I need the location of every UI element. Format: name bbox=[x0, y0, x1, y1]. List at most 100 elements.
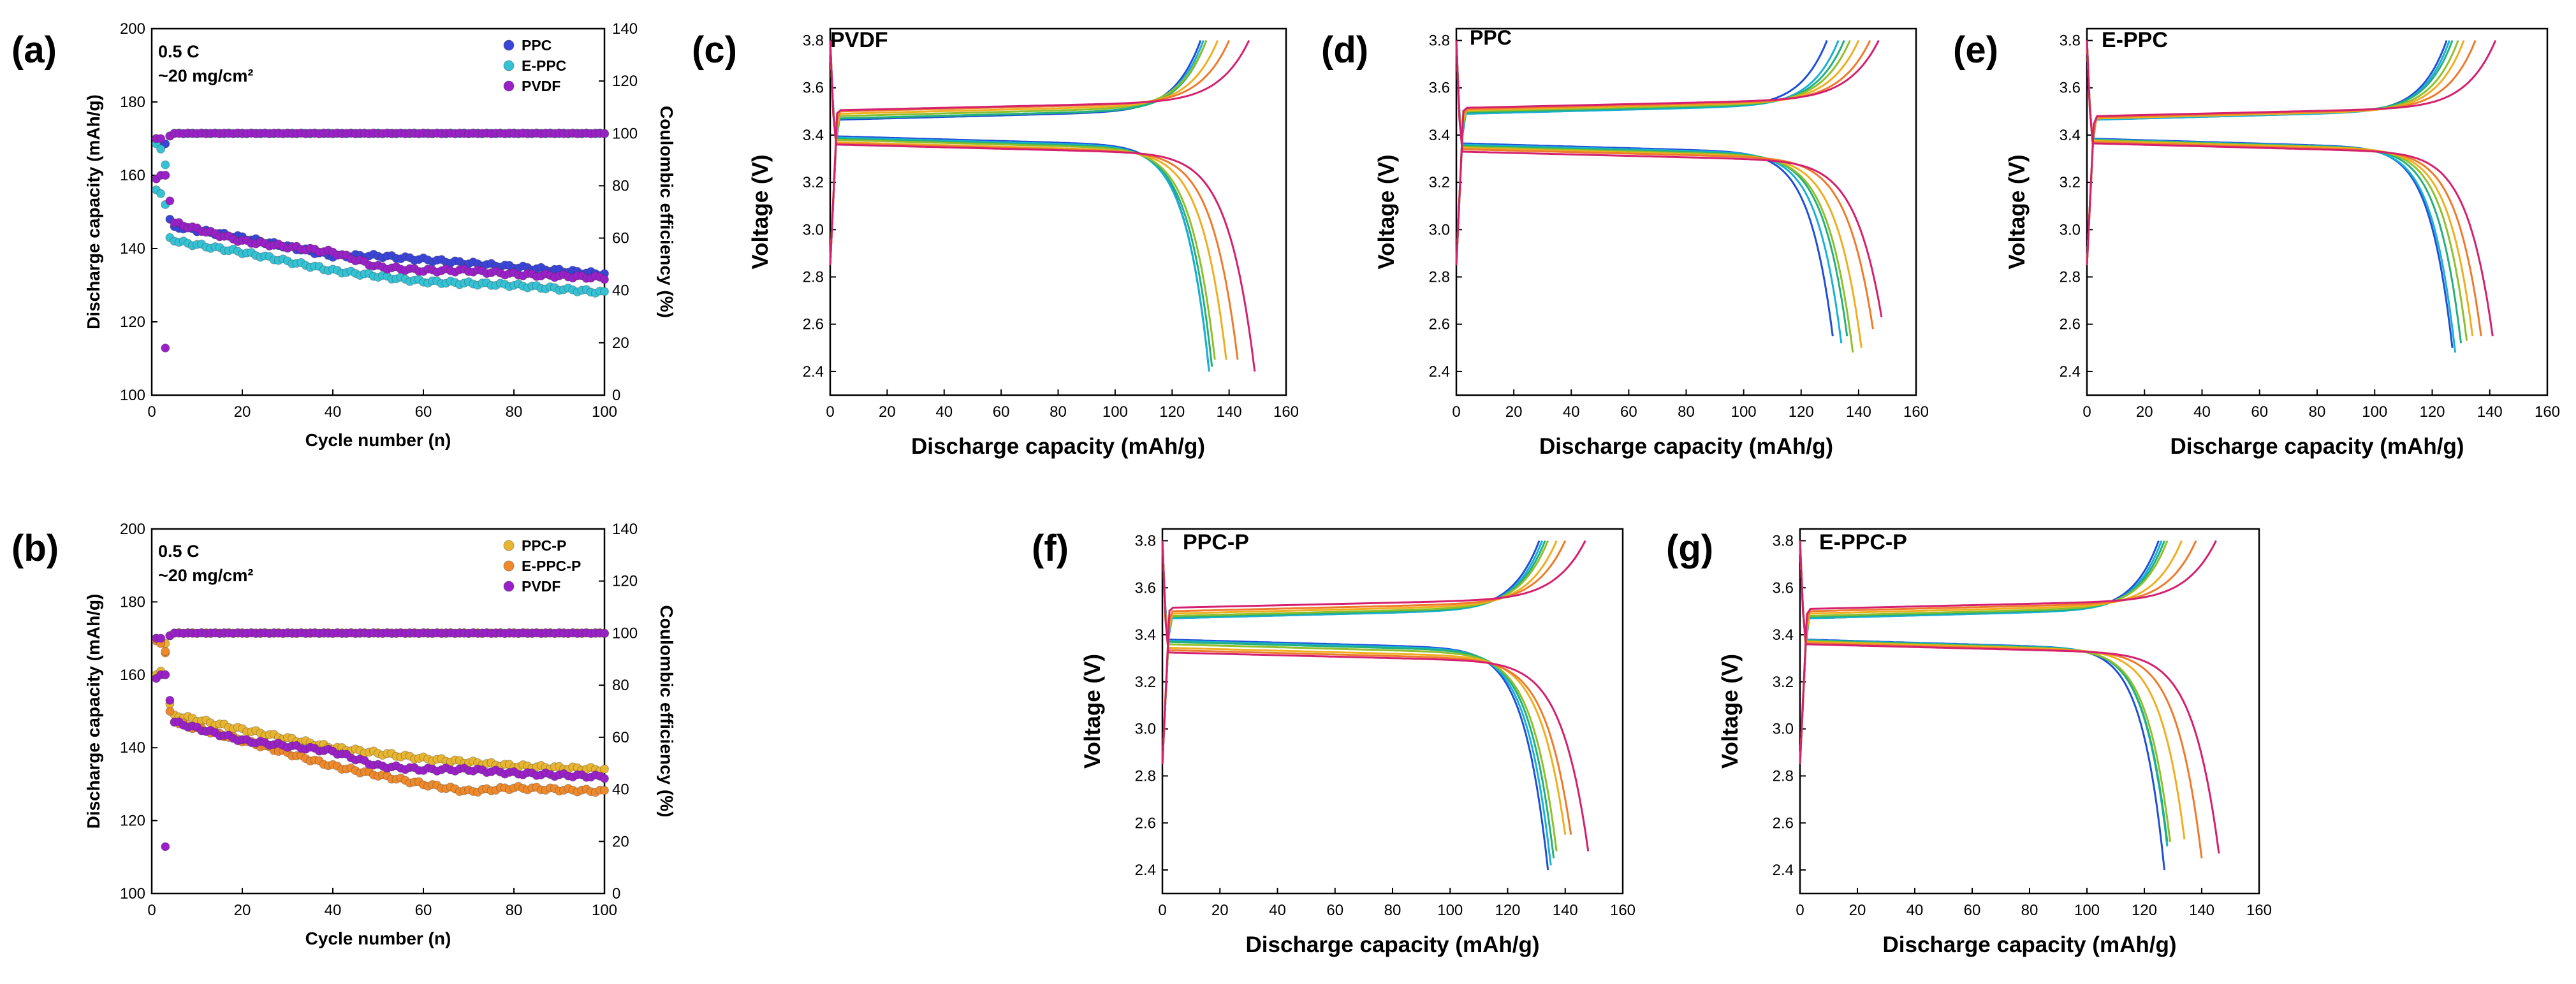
y-tick-label: 2.4 bbox=[1773, 862, 1794, 879]
y-tick-label: 3.6 bbox=[1773, 579, 1794, 597]
y-tick-label: 2.8 bbox=[1429, 269, 1450, 286]
y-tick-label: 2.8 bbox=[2060, 269, 2081, 286]
x-axis: 0 20 40 60 80 100 bbox=[147, 888, 617, 919]
y-tick-label: 3.2 bbox=[803, 174, 824, 191]
x-tick-label: 40 bbox=[325, 403, 342, 421]
panel-a-loading-note: ~20 mg/cm² bbox=[158, 66, 253, 85]
panel-letter-a: (a) bbox=[11, 29, 57, 71]
y2-tick-label: 80 bbox=[612, 677, 629, 694]
ce-point bbox=[156, 633, 166, 643]
legend-label: PVDF bbox=[522, 78, 560, 94]
curve-4 bbox=[1455, 40, 1854, 353]
x-axis-label: Discharge capacity (mAh/g) bbox=[1246, 932, 1540, 957]
ce-point bbox=[161, 160, 170, 170]
x-tick-label: 0 bbox=[1796, 902, 1804, 919]
curve-7 bbox=[829, 40, 1256, 372]
ce-point bbox=[600, 628, 609, 638]
discharge-curve bbox=[829, 40, 1227, 360]
legend-label: E-PPC-P bbox=[522, 558, 581, 574]
x-axis: 0 20 40 60 80 100 120 140 160 bbox=[1158, 888, 1636, 919]
y-tick-label: 2.6 bbox=[803, 316, 824, 333]
y-tick-label: 3.8 bbox=[1773, 532, 1794, 549]
x-axis-label: Cycle number (n) bbox=[305, 929, 451, 948]
curve-2 bbox=[829, 40, 1210, 372]
charge-curve bbox=[2086, 40, 2454, 266]
charge-curve bbox=[2086, 40, 2459, 266]
y-tick-label: 2.6 bbox=[1429, 316, 1450, 333]
y-tick-label: 100 bbox=[120, 885, 145, 902]
y-tick-label: 140 bbox=[120, 240, 145, 257]
y-tick-label: 3.8 bbox=[2060, 33, 2081, 50]
x-tick-label: 140 bbox=[1217, 403, 1242, 421]
x-tick-label: 20 bbox=[879, 403, 896, 421]
x-tick-label: 80 bbox=[1050, 403, 1067, 421]
discharge-curve bbox=[1161, 540, 1572, 835]
curve-6 bbox=[1799, 540, 2203, 858]
capacity-point bbox=[161, 171, 170, 180]
curve-4 bbox=[1161, 540, 1558, 851]
chart-g: 0 20 40 60 80 100 120 140 160 2.4 2.6 2.8 3.0 3.2 3.4 3… bbox=[1718, 528, 2272, 957]
panel-letter-b: (b) bbox=[11, 528, 59, 569]
x-tick-label: 160 bbox=[2535, 403, 2560, 421]
charge-curve bbox=[1161, 540, 1586, 765]
curve-2 bbox=[1161, 540, 1552, 865]
y-tick-label: 2.6 bbox=[1773, 814, 1794, 832]
capacity-point bbox=[600, 764, 609, 774]
discharge-curve bbox=[1455, 40, 1834, 336]
plot-frame bbox=[829, 27, 1287, 396]
discharge-curve bbox=[2086, 40, 2494, 336]
panel-letter-c: (c) bbox=[692, 29, 737, 71]
x-tick-label: 160 bbox=[1610, 902, 1636, 919]
x-tick-label: 0 bbox=[147, 403, 156, 421]
curve-7 bbox=[2086, 40, 2497, 336]
legend-label: E-PPC bbox=[522, 57, 566, 74]
charge-curve bbox=[1455, 40, 1880, 266]
x-tick-label: 40 bbox=[1563, 403, 1580, 421]
x-axis-label: Discharge capacity (mAh/g) bbox=[1883, 932, 2177, 957]
legend-label: PPC bbox=[522, 37, 552, 54]
chart-f: 0 20 40 60 80 100 120 140 160 2.4 2.6 2.8 3.0 3.2 3.4 3… bbox=[1080, 528, 1636, 957]
y2-tick-label: 60 bbox=[612, 729, 629, 746]
y-axis-label: Voltage (V) bbox=[1718, 654, 1743, 769]
x-tick-label: 60 bbox=[993, 403, 1010, 421]
y-tick-label: 3.0 bbox=[1135, 721, 1156, 738]
discharge-curve bbox=[1799, 540, 2169, 842]
discharge-curve bbox=[829, 40, 1210, 372]
x-tick-label: 140 bbox=[1846, 403, 1871, 421]
charge-curve bbox=[1799, 540, 2183, 765]
panel-letter-d: (d) bbox=[1321, 29, 1368, 71]
y-tick-label: 3.6 bbox=[2060, 80, 2081, 97]
discharge-curve bbox=[829, 40, 1256, 372]
discharge-curve bbox=[1161, 540, 1549, 871]
ce-point bbox=[156, 144, 166, 154]
y-tick-label: 3.0 bbox=[803, 221, 824, 238]
y-tick-label: 3.4 bbox=[1135, 626, 1156, 644]
y2-tick-label: 100 bbox=[612, 125, 638, 142]
curve-5 bbox=[1161, 540, 1567, 835]
chart-e: 0 20 40 60 80 100 120 140 160 2.4 2.6 2.8 3.0 3.2 3.4 3… bbox=[2005, 27, 2560, 459]
y-tick-label: 3.4 bbox=[2060, 127, 2081, 144]
curve-2 bbox=[2086, 40, 2457, 353]
x-tick-label: 20 bbox=[1849, 902, 1866, 919]
x-tick-label: 80 bbox=[506, 902, 523, 919]
y-tick-label: 120 bbox=[120, 813, 145, 830]
y-tick-label: 200 bbox=[120, 521, 145, 538]
y-tick-label: 3.2 bbox=[2060, 174, 2081, 191]
y-tick-label: 2.4 bbox=[803, 363, 824, 380]
y2-axis-label: Coulombic efficiency (%) bbox=[657, 106, 677, 318]
y2-tick-label: 0 bbox=[612, 387, 620, 404]
curve-3 bbox=[829, 40, 1213, 367]
discharge-curve bbox=[1799, 540, 2186, 840]
y-tick-label: 3.2 bbox=[1773, 674, 1794, 691]
legend-marker bbox=[503, 40, 515, 51]
series-ppc bbox=[152, 128, 609, 280]
x-tick-label: 100 bbox=[2362, 403, 2387, 421]
curve-1 bbox=[1161, 540, 1549, 871]
x-tick-label: 100 bbox=[592, 403, 617, 421]
series-pvdf bbox=[152, 628, 609, 851]
discharge-curve bbox=[829, 40, 1216, 360]
capacity-point bbox=[600, 287, 609, 296]
x-tick-label: 60 bbox=[1326, 902, 1343, 919]
legend-marker bbox=[503, 60, 515, 71]
x-tick-label: 0 bbox=[1158, 902, 1166, 919]
